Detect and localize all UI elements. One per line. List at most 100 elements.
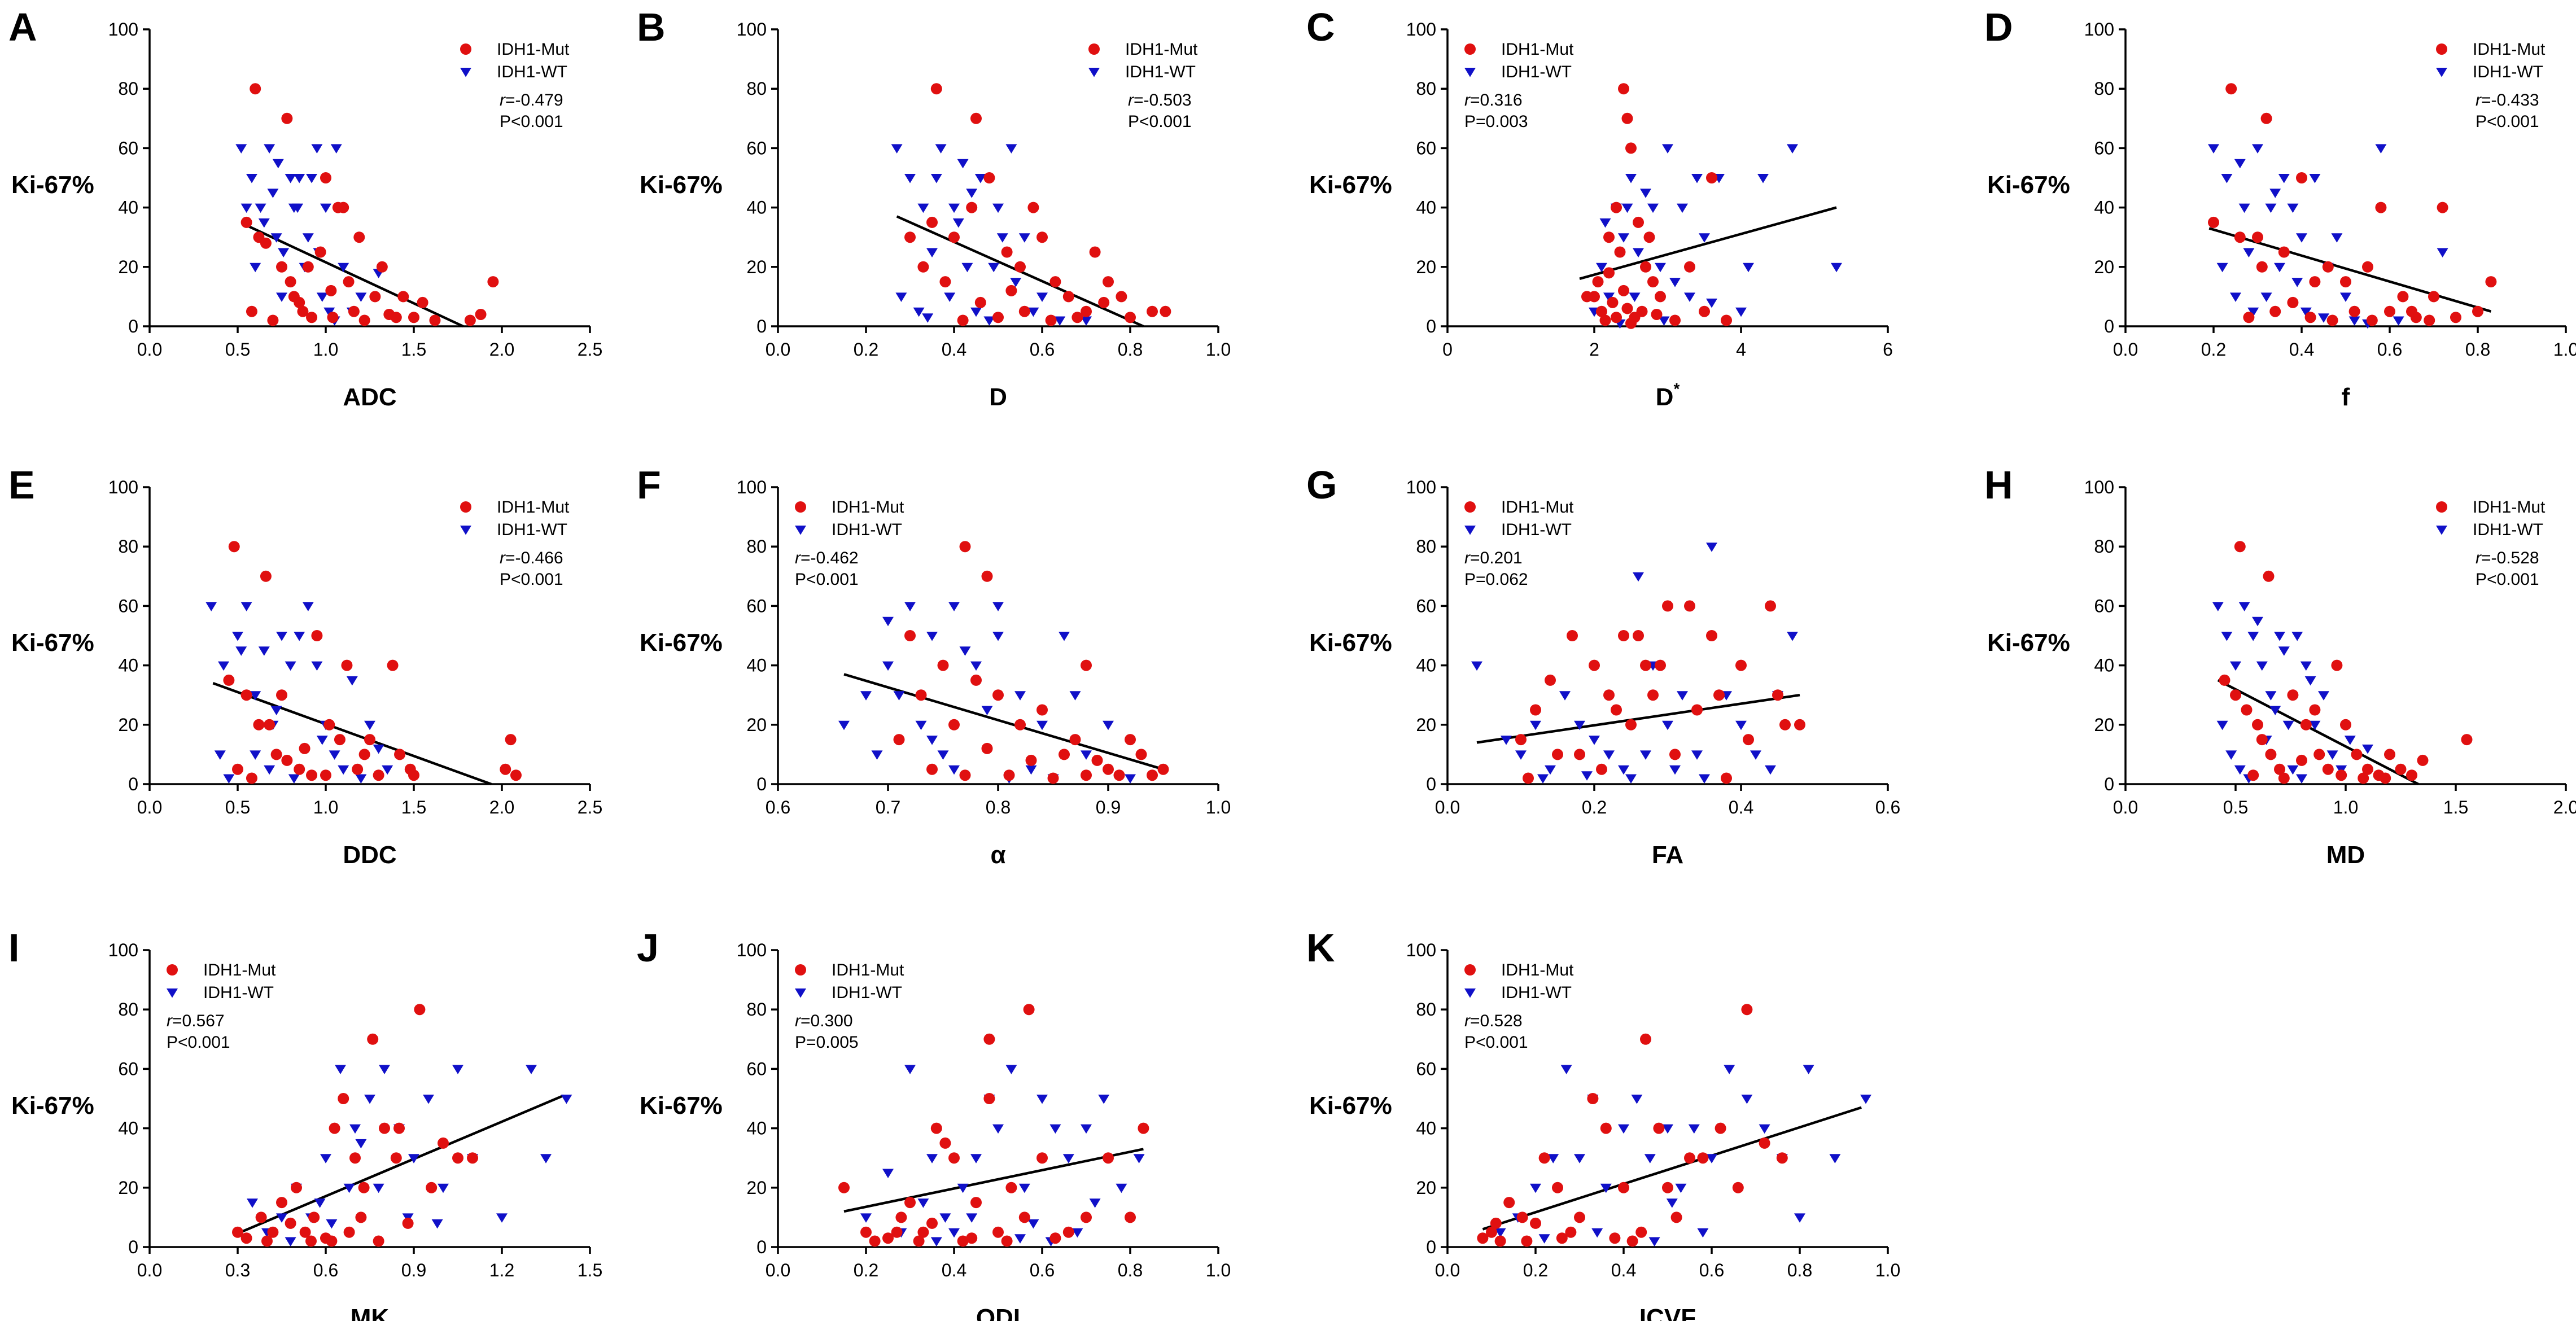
wt-point xyxy=(2269,706,2281,715)
mut-point xyxy=(1567,630,1578,641)
panel-c: C Ki-67% 0 20 40 60 80 100 0 2 4 6 D* IDH1-Mut IDH1-WT… xyxy=(1306,5,1893,411)
mut-point xyxy=(1625,719,1637,731)
mut-point xyxy=(452,1152,463,1164)
mut-point xyxy=(2304,312,2316,323)
mut-point xyxy=(2252,719,2263,731)
y-tick-label: 20 xyxy=(118,1178,138,1198)
wt-point xyxy=(1005,144,1017,154)
mut-point xyxy=(327,312,339,323)
x-tick-label: 0.9 xyxy=(401,1260,426,1280)
mut-point xyxy=(390,312,402,323)
wt-point xyxy=(966,189,978,198)
y-tick-label: 0 xyxy=(1426,774,1436,794)
mut-point xyxy=(1640,1033,1651,1045)
wt-point xyxy=(2247,307,2259,317)
wt-point xyxy=(1018,1183,1030,1193)
mut-point xyxy=(1741,1004,1753,1016)
mut-point xyxy=(926,216,938,228)
legend-mut-marker xyxy=(1088,43,1100,55)
mut-point xyxy=(1732,1182,1744,1193)
mut-point xyxy=(1589,659,1600,671)
wt-point xyxy=(1081,750,1092,760)
wt-point xyxy=(364,1095,375,1104)
wt-point xyxy=(1071,1228,1083,1238)
mut-point xyxy=(1103,276,1114,288)
wt-point xyxy=(373,744,384,754)
x-tick-label: 0.5 xyxy=(225,797,250,817)
panel-letter: G xyxy=(1306,463,1337,507)
wt-point xyxy=(2252,144,2263,154)
legend-mut-label: IDH1-Mut xyxy=(2473,40,2546,59)
y-tick-label: 100 xyxy=(1406,19,1436,40)
mut-point xyxy=(1005,285,1017,296)
mut-point xyxy=(1503,1197,1515,1209)
wt-point xyxy=(2362,744,2373,754)
panel-letter: J xyxy=(637,926,659,970)
mut-point xyxy=(2269,305,2281,317)
mut-point xyxy=(1603,267,1615,279)
legend: IDH1-Mut IDH1-WT xyxy=(1464,498,1574,539)
wt-point xyxy=(1054,316,1066,326)
mut-point xyxy=(343,276,355,288)
wt-point xyxy=(2274,632,2285,641)
mut-point xyxy=(1759,1137,1770,1149)
legend-wt-marker xyxy=(2436,526,2447,535)
mut-point xyxy=(2225,83,2237,95)
mut-point xyxy=(1036,704,1048,716)
mut-point xyxy=(1599,314,1611,326)
mut-point xyxy=(983,1093,995,1104)
wt-point xyxy=(306,174,318,183)
wt-point xyxy=(926,736,938,745)
mut-point xyxy=(260,237,272,249)
panel-letter: A xyxy=(8,5,37,49)
regression-line xyxy=(246,224,464,328)
correlation-r: r=-0.462 xyxy=(795,549,859,567)
wt-point xyxy=(948,602,960,611)
wt-point xyxy=(355,292,367,302)
wt-point xyxy=(893,691,905,701)
x-tick-label: 0.4 xyxy=(942,339,966,360)
y-tick-label: 0 xyxy=(128,1237,138,1257)
x-axis-label-text: ICVF xyxy=(1639,1304,1696,1321)
wt-point xyxy=(948,1228,960,1238)
mut-point xyxy=(1691,704,1703,716)
y-tick-label: 40 xyxy=(118,1118,138,1139)
wt-point xyxy=(452,1065,463,1074)
wt-point xyxy=(1647,203,1659,213)
mut-point xyxy=(948,231,960,243)
mut-point xyxy=(983,172,995,183)
x-axis-label: DDC xyxy=(343,841,396,869)
x-axis-label: D* xyxy=(1656,380,1680,411)
x-axis-label: FA xyxy=(1652,841,1683,869)
mut-point xyxy=(1621,303,1633,314)
legend-wt-marker xyxy=(1088,68,1100,77)
mut-point xyxy=(2417,754,2429,766)
stats-annotation: r=0.528 P<0.001 xyxy=(1464,1012,1528,1052)
x-tick-label: 1.0 xyxy=(1206,1260,1231,1280)
mut-point xyxy=(930,1122,942,1134)
y-tick-label: 0 xyxy=(128,316,138,336)
x-axis-label-text: D xyxy=(1656,383,1674,411)
y-tick-label: 100 xyxy=(2084,19,2114,40)
x-tick-label: 1.0 xyxy=(1206,797,1231,817)
wt-point xyxy=(2216,720,2228,731)
x-tick-label: 0.6 xyxy=(2377,339,2402,360)
wt-point xyxy=(1724,1065,1735,1074)
mut-point xyxy=(1706,630,1717,641)
correlation-r-value: =-0.528 xyxy=(2481,549,2539,567)
wt-point xyxy=(2348,316,2360,326)
y-tick-label: 40 xyxy=(746,1118,767,1139)
x-axis-label-text: DDC xyxy=(343,841,396,869)
mut-point xyxy=(1721,772,1732,784)
wt-point xyxy=(992,203,1004,213)
mut-point xyxy=(1477,1232,1489,1244)
mut-point xyxy=(285,1217,296,1229)
wt-point xyxy=(285,1237,296,1246)
mut-point xyxy=(228,541,240,553)
y-axis-label: Ki-67% xyxy=(1309,1092,1392,1119)
wt-point xyxy=(1010,278,1022,287)
wt-point xyxy=(1538,1234,1550,1244)
mut-point xyxy=(510,769,522,781)
mut-point xyxy=(1706,172,1717,183)
p-value: P=0.062 xyxy=(1464,570,1528,589)
